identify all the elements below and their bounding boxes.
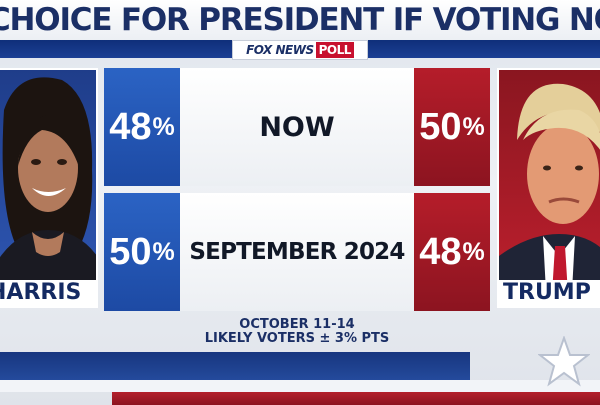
- percent-sign: %: [462, 112, 485, 141]
- footnote-dates: OCTOBER 11-14: [239, 317, 355, 332]
- footnote-sample: LIKELY VOTERS ± 3% PTS: [204, 331, 390, 346]
- bottom-red-stripe: [112, 392, 600, 405]
- row2-label: SEPTEMBER 2024: [189, 239, 405, 265]
- row1-harris-percent: 48%: [104, 68, 180, 186]
- bottom-white-stripe: [0, 380, 600, 392]
- candidate-name-right: TRUMP: [499, 280, 600, 306]
- candidate-photo-left: HARRIS: [0, 68, 98, 308]
- candidate-portrait-right: [499, 83, 600, 306]
- title-banner: [0, 0, 600, 40]
- star-icon: [538, 336, 590, 387]
- row1-harris-value: 48: [109, 105, 152, 148]
- row2-trump-percent: 48%: [414, 193, 490, 311]
- percent-sign: %: [152, 237, 175, 266]
- row1-trump-value: 50: [419, 105, 462, 148]
- source-badge: FOX NEWS POLL: [232, 40, 368, 60]
- bottom-blue-stripe: [0, 352, 470, 380]
- fox-news-logo: FOX NEWS: [246, 43, 314, 57]
- chart-title: CHOICE FOR PRESIDENT IF VOTING NOW: [0, 2, 600, 38]
- row1-label: NOW: [259, 111, 335, 143]
- candidate-photo-right: TRUMP: [497, 68, 600, 308]
- percent-sign: %: [462, 237, 485, 266]
- row2-trump-value: 48: [419, 230, 462, 273]
- candidate-portrait-left: [0, 77, 96, 306]
- row1-trump-percent: 50%: [414, 68, 490, 186]
- row2-harris-value: 50: [109, 230, 152, 273]
- percent-sign: %: [152, 112, 175, 141]
- candidate-name-left: HARRIS: [0, 280, 96, 306]
- poll-label: POLL: [315, 42, 354, 58]
- row2-harris-percent: 50%: [104, 193, 180, 311]
